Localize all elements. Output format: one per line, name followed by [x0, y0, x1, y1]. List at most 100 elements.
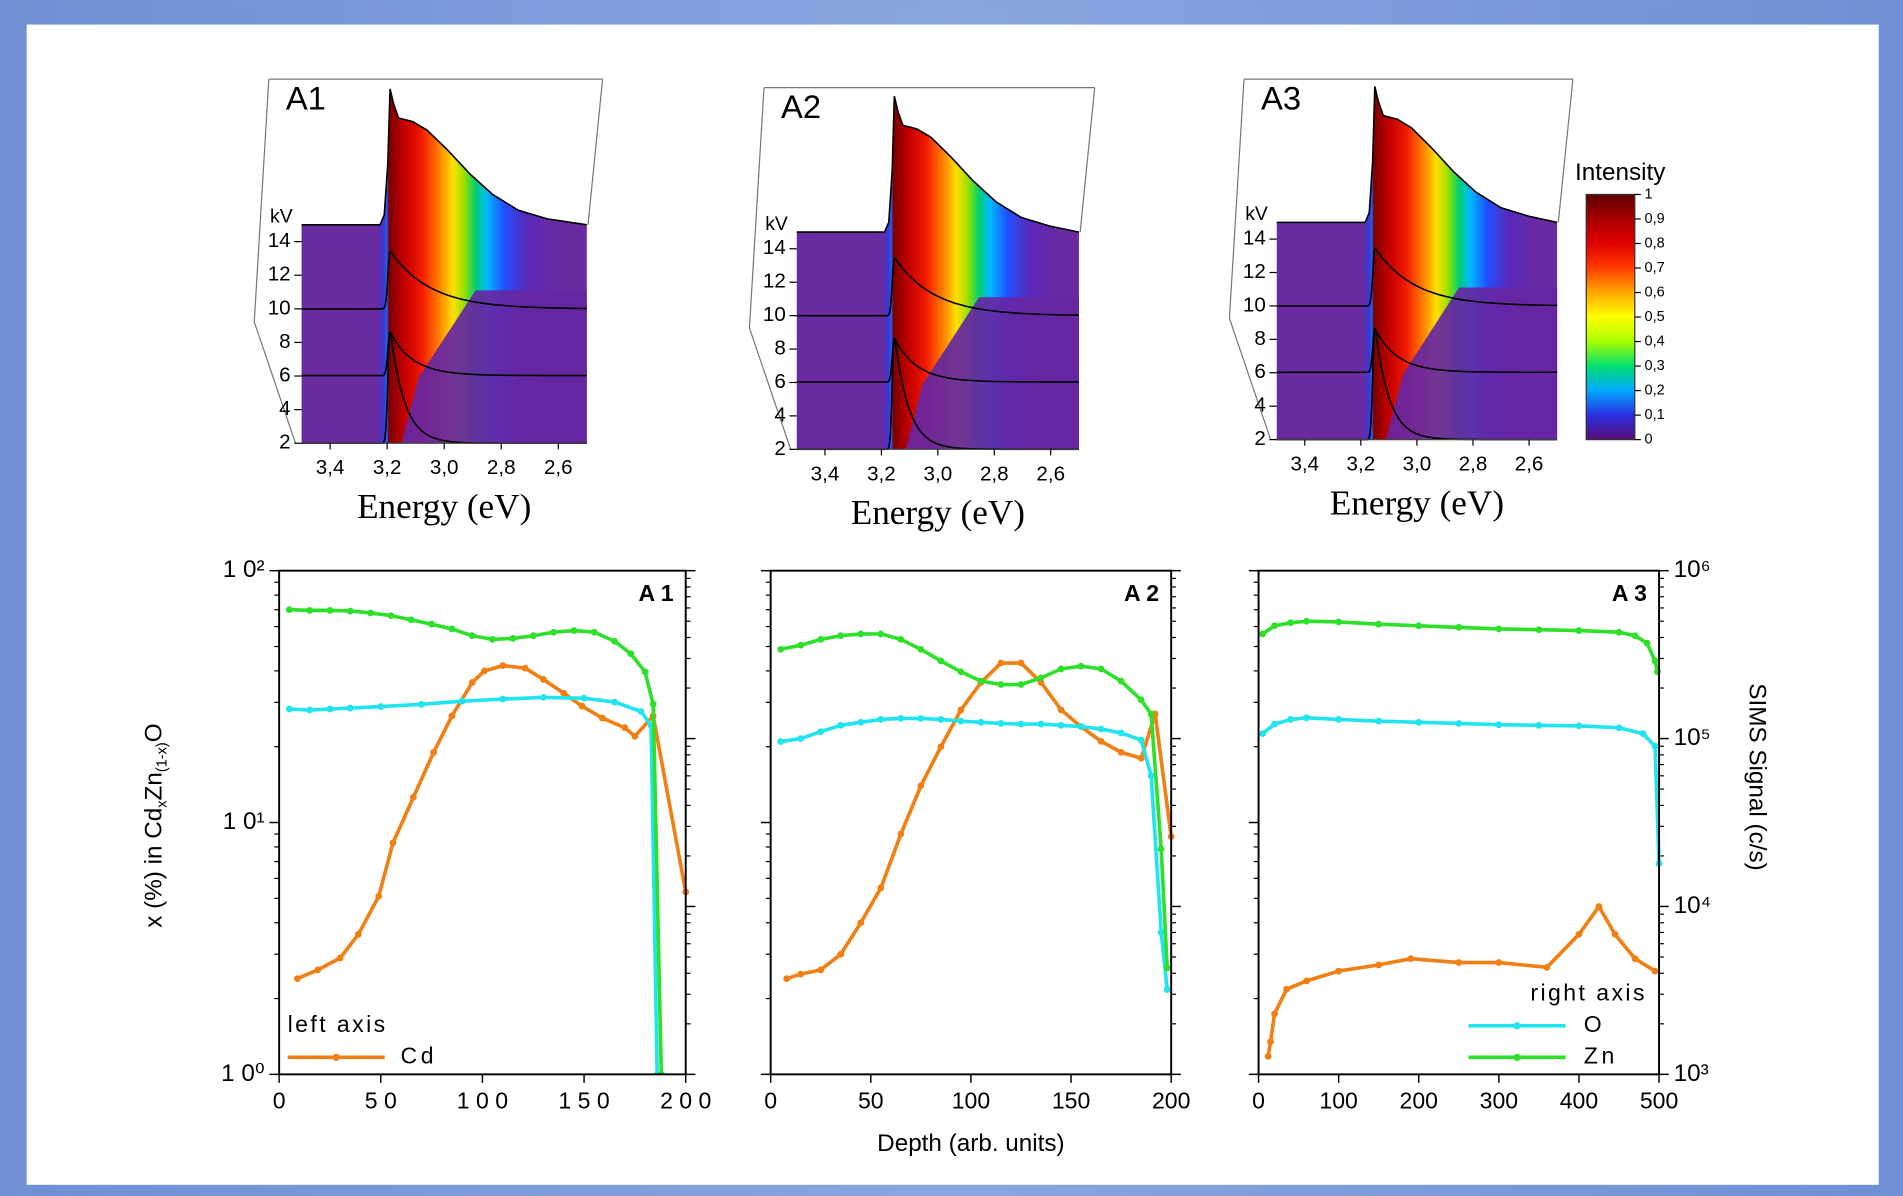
x-tick-label: 3,4	[1290, 453, 1319, 476]
series-line	[780, 716, 1169, 990]
legend-marker	[1513, 1053, 1521, 1062]
data-point	[598, 714, 606, 722]
data-point	[1495, 721, 1503, 729]
y-tick-label: 10	[763, 303, 786, 326]
data-point	[1415, 718, 1423, 726]
data-point	[997, 720, 1005, 727]
y-tick-label: 12	[763, 270, 786, 293]
x-tick-label: 3,0	[924, 462, 953, 485]
data-point	[621, 724, 629, 732]
data-point	[1097, 725, 1105, 733]
data-point	[326, 705, 334, 713]
data-point	[1097, 665, 1105, 673]
data-point	[837, 721, 845, 729]
data-point	[570, 627, 578, 634]
data-point	[783, 975, 791, 983]
data-point	[314, 966, 322, 974]
data-point	[1575, 627, 1583, 634]
data-point	[1147, 710, 1155, 718]
data-point	[797, 735, 805, 742]
x-axis-label: Energy (eV)	[357, 487, 531, 526]
x-tick-label: 0	[1252, 1087, 1265, 1113]
data-point	[580, 694, 588, 702]
data-point	[346, 704, 354, 712]
colorbar-tick-label: 0,7	[1644, 260, 1664, 276]
data-point	[1163, 964, 1171, 972]
data-point	[409, 793, 417, 801]
data-point	[1303, 714, 1311, 722]
data-point	[326, 607, 334, 614]
spectrum-curve	[301, 250, 587, 310]
series-line	[1261, 619, 1660, 673]
data-point	[448, 712, 456, 720]
y2-tick-label: 10⁶	[1674, 556, 1711, 583]
data-point	[1407, 955, 1415, 963]
y-label-part: x (%) in Cd	[141, 808, 168, 928]
x-tick-label: 0	[273, 1087, 286, 1113]
plot-frame	[278, 569, 687, 1076]
data-point	[1575, 930, 1583, 938]
plot-box	[253, 78, 604, 444]
data-point	[1267, 1038, 1274, 1045]
x-tick-label: 3,0	[430, 456, 459, 479]
data-point	[1335, 618, 1343, 626]
data-point	[1097, 737, 1105, 745]
x-tick-label: 3,0	[1403, 453, 1432, 476]
data-point	[837, 632, 845, 640]
data-point	[837, 950, 845, 958]
data-point	[1157, 845, 1165, 853]
colorbar-tick-label: 0,2	[1644, 382, 1664, 398]
data-point	[1117, 729, 1125, 737]
spectrum-curve	[796, 338, 1079, 383]
colorbar-tick-label: 0	[1644, 431, 1652, 447]
panel-title: A3	[1261, 80, 1301, 117]
panel-title: A 1	[639, 580, 674, 606]
data-point	[797, 970, 805, 978]
x-tick-label: 100	[952, 1087, 990, 1113]
x-tick-label: 100	[1319, 1087, 1357, 1113]
surface-shade	[905, 297, 1079, 450]
y-label-sub: x	[154, 800, 170, 808]
data-point	[1017, 681, 1025, 688]
colorbar-tick-label: 0,5	[1644, 309, 1664, 325]
plot-area	[1259, 617, 1663, 1060]
data-point	[1017, 720, 1025, 728]
data-point	[1375, 961, 1383, 969]
x-tick-label: 2 0 0	[660, 1087, 711, 1113]
legend-label: Cd	[401, 1042, 438, 1068]
data-point	[877, 884, 885, 892]
y-tick-label: 1 0⁰	[221, 1060, 264, 1087]
y-tick-label: 8	[774, 337, 785, 360]
colorbar-title: Intensity	[1575, 159, 1666, 186]
x-tick-label: 200	[1400, 1087, 1438, 1113]
data-point	[489, 635, 496, 643]
data-point	[1631, 632, 1639, 640]
x-tick-label: 2,6	[544, 456, 573, 479]
spectrum-curve	[1276, 247, 1558, 307]
data-point	[1077, 662, 1085, 670]
data-point	[306, 706, 314, 714]
spectrum-curve	[796, 256, 1079, 317]
data-point	[977, 718, 985, 726]
panel-title: A 3	[1612, 580, 1647, 606]
data-point	[1303, 977, 1311, 985]
data-point	[1375, 620, 1383, 628]
x-tick-label: 5 0	[365, 1087, 397, 1113]
data-point	[857, 718, 865, 726]
data-point	[306, 607, 314, 614]
plot-area	[777, 630, 1175, 993]
data-point	[1077, 723, 1085, 730]
data-point	[649, 700, 657, 708]
y-axis-unit: kV	[270, 206, 293, 228]
legend-title: left axis	[288, 1011, 388, 1037]
surface-shade	[401, 290, 587, 444]
data-point	[937, 743, 945, 751]
y-tick-label: 14	[763, 236, 786, 259]
data-point	[540, 693, 547, 701]
colorbar-tick-label: 1	[1644, 186, 1652, 202]
plot-box	[748, 87, 1096, 450]
data-point	[1057, 665, 1065, 673]
data-point	[1271, 1010, 1278, 1018]
data-point	[521, 664, 529, 672]
y-tick-label: 8	[279, 330, 290, 353]
